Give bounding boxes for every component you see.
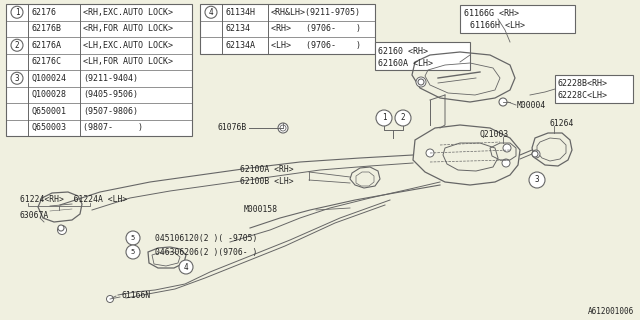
Text: 2: 2 [15,41,19,50]
Circle shape [395,110,411,126]
Text: 2: 2 [401,114,405,123]
Text: 62100A <RH>: 62100A <RH> [240,165,294,174]
Circle shape [205,6,217,18]
Bar [375,42,470,70]
Text: <LH>   (9706-    ): <LH> (9706- ) [271,41,361,50]
Circle shape [179,260,193,274]
Circle shape [418,79,424,85]
Text: <RH,FOR AUTO LOCK>: <RH,FOR AUTO LOCK> [83,24,173,33]
Bar [6,4,192,136]
Text: 62176C: 62176C [31,57,61,66]
Circle shape [529,172,545,188]
Text: (9807-     ): (9807- ) [83,123,143,132]
Text: 62160 <RH>: 62160 <RH> [378,46,428,55]
Circle shape [126,231,140,245]
Text: 62100B <LH>: 62100B <LH> [240,177,294,186]
Text: <RH,EXC.AUTO LOCK>: <RH,EXC.AUTO LOCK> [83,8,173,17]
Text: 61264: 61264 [550,118,574,127]
Text: 62228B<RH>: 62228B<RH> [558,79,608,89]
Text: 61166H <LH>: 61166H <LH> [470,21,525,30]
Text: 1: 1 [381,114,387,123]
Text: 62176A: 62176A [31,41,61,50]
Circle shape [376,110,392,126]
Bar [555,75,633,103]
Circle shape [280,125,286,131]
Text: 62160A <LH>: 62160A <LH> [378,59,433,68]
Text: <RH>   (9706-    ): <RH> (9706- ) [271,24,361,33]
Text: 61134H: 61134H [225,8,255,17]
Text: M000158: M000158 [244,205,278,214]
Text: M00004: M00004 [517,100,547,109]
Circle shape [416,77,426,87]
Circle shape [11,6,23,18]
Circle shape [426,149,434,157]
Text: Q650001: Q650001 [31,107,66,116]
Circle shape [532,151,538,157]
Bar [460,5,575,33]
Text: (9507-9806): (9507-9806) [83,107,138,116]
Text: A612001006: A612001006 [588,307,634,316]
Text: 5: 5 [131,235,135,241]
Circle shape [11,72,23,84]
Text: 3: 3 [15,74,19,83]
Text: <RH&LH>(9211-9705): <RH&LH>(9211-9705) [271,8,361,17]
Text: 61166N: 61166N [122,292,151,300]
Text: <LH,EXC.AUTO LOCK>: <LH,EXC.AUTO LOCK> [83,41,173,50]
Text: (9211-9404): (9211-9404) [83,74,138,83]
Text: <LH,FOR AUTO LOCK>: <LH,FOR AUTO LOCK> [83,57,173,66]
Text: 62176B: 62176B [31,24,61,33]
Text: 62228C<LH>: 62228C<LH> [558,92,608,100]
Circle shape [503,144,511,152]
Circle shape [278,123,288,133]
Text: 3: 3 [534,175,540,185]
Text: 046306206(2 )(9706- ): 046306206(2 )(9706- ) [155,247,257,257]
Text: Q100024: Q100024 [31,74,66,83]
Circle shape [532,150,540,158]
Text: 61076B: 61076B [218,123,247,132]
Text: Q21003: Q21003 [480,130,509,139]
Circle shape [11,39,23,51]
Text: 1: 1 [15,8,19,17]
Text: 61166G <RH>: 61166G <RH> [464,10,519,19]
Bar [200,4,375,53]
Text: Q100028: Q100028 [31,90,66,99]
Text: 045106120(2 )( -9705): 045106120(2 )( -9705) [155,235,257,244]
Text: 61224<RH>  61224A <LH>: 61224<RH> 61224A <LH> [20,196,127,204]
Text: Q650003: Q650003 [31,123,66,132]
Text: 62176: 62176 [31,8,56,17]
Text: 5: 5 [131,249,135,255]
Circle shape [502,159,510,167]
Text: 63067A: 63067A [20,211,49,220]
Text: 4: 4 [184,262,188,271]
Text: 4: 4 [209,8,213,17]
Circle shape [58,225,64,231]
Text: 62134: 62134 [225,24,250,33]
Text: (9405-9506): (9405-9506) [83,90,138,99]
Circle shape [126,245,140,259]
Text: 62134A: 62134A [225,41,255,50]
Circle shape [58,226,67,235]
Circle shape [499,98,507,106]
Circle shape [106,295,113,302]
